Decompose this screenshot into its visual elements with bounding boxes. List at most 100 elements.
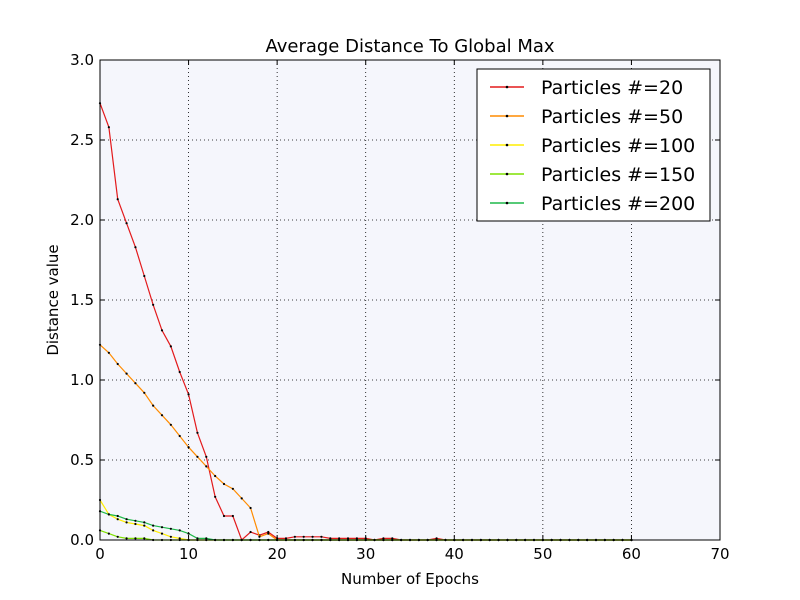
data-point (107, 351, 110, 354)
data-point (160, 532, 164, 535)
legend-marker (505, 114, 509, 118)
data-point (187, 532, 190, 535)
legend-marker (505, 172, 509, 176)
y-tick-label: 3.0 (70, 51, 94, 69)
data-point (125, 372, 128, 375)
x-tick-label: 10 (179, 545, 198, 563)
data-point (160, 526, 164, 529)
data-point (196, 431, 199, 434)
x-tick-label: 20 (268, 545, 287, 563)
data-point (284, 537, 288, 540)
y-axis-title: Distance value (44, 244, 62, 355)
data-point (267, 532, 270, 535)
legend-label: Particles #=150 (541, 164, 695, 186)
data-point (125, 521, 128, 524)
axis-tick-labels: 0 10 20 30 40 50 60 70 0.0 0.5 1.0 1.5 2.0 2.5 3.0 (70, 51, 729, 563)
legend-marker (505, 85, 509, 89)
x-tick-label: 60 (622, 545, 641, 563)
data-point (125, 518, 128, 521)
y-tick-label: 0.0 (70, 531, 94, 549)
data-point (134, 522, 137, 526)
data-point (178, 370, 181, 374)
data-point (329, 537, 332, 540)
legend-label: Particles #=200 (541, 193, 695, 215)
data-point (231, 487, 234, 490)
data-point (116, 362, 119, 366)
data-point (355, 537, 358, 540)
legend-label: Particles #=20 (541, 77, 683, 99)
data-point (116, 518, 119, 521)
data-point (116, 535, 119, 538)
data-point (187, 393, 190, 396)
data-point (267, 530, 270, 534)
data-point (116, 514, 119, 518)
data-point (231, 514, 234, 518)
data-point (293, 535, 296, 538)
data-point (214, 474, 217, 478)
data-point (134, 382, 137, 385)
data-point (160, 414, 164, 417)
data-point (240, 497, 243, 500)
data-point (346, 537, 350, 540)
data-point (152, 303, 155, 306)
data-point (302, 535, 305, 538)
data-point (258, 535, 261, 538)
data-point (152, 404, 155, 407)
data-point (178, 434, 181, 438)
y-tick-label: 1.5 (70, 291, 94, 309)
data-point (338, 537, 341, 540)
y-tick-label: 2.0 (70, 211, 94, 229)
data-point (205, 537, 208, 540)
data-point (143, 537, 146, 540)
data-point (382, 537, 385, 540)
data-point (249, 506, 252, 510)
data-point (116, 198, 119, 201)
legend-marker (505, 143, 509, 147)
x-tick-label: 40 (445, 545, 464, 563)
data-point (134, 519, 137, 522)
data-point (143, 521, 146, 524)
data-point (160, 329, 164, 332)
legend-label: Particles #=100 (541, 135, 695, 157)
data-point (107, 126, 110, 129)
data-point (107, 532, 110, 535)
data-point (196, 537, 199, 540)
data-point (214, 495, 217, 498)
legend-label: Particles #=50 (541, 106, 683, 128)
legend-marker (505, 201, 509, 205)
data-point (187, 446, 190, 449)
data-point (125, 537, 128, 540)
x-axis-title: Number of Epochs (341, 570, 479, 588)
data-point (320, 535, 323, 538)
data-point (143, 524, 146, 527)
data-point (196, 455, 199, 458)
data-point (134, 537, 137, 540)
y-tick-label: 2.5 (70, 131, 94, 149)
data-point (125, 222, 128, 225)
x-tick-label: 0 (95, 545, 105, 563)
data-point (152, 529, 155, 532)
data-point (134, 246, 137, 249)
data-point (311, 535, 314, 538)
data-point (435, 537, 438, 540)
data-point (205, 465, 208, 468)
data-point (143, 274, 146, 278)
data-point (205, 455, 208, 458)
legend: Particles #=20 Particles #=50 Particles #=… (476, 68, 711, 222)
data-point (178, 529, 181, 532)
data-point (222, 482, 226, 486)
data-point (249, 530, 252, 534)
data-point (222, 514, 226, 518)
y-tick-label: 1.0 (70, 371, 94, 389)
data-point (391, 537, 394, 540)
data-point (169, 535, 172, 538)
data-point (107, 513, 110, 516)
axis-ticks (99, 59, 721, 541)
data-point (169, 345, 172, 348)
data-point (178, 537, 181, 540)
data-point (169, 423, 172, 426)
data-point (152, 524, 155, 527)
x-tick-label: 70 (710, 545, 729, 563)
data-point (169, 527, 172, 530)
